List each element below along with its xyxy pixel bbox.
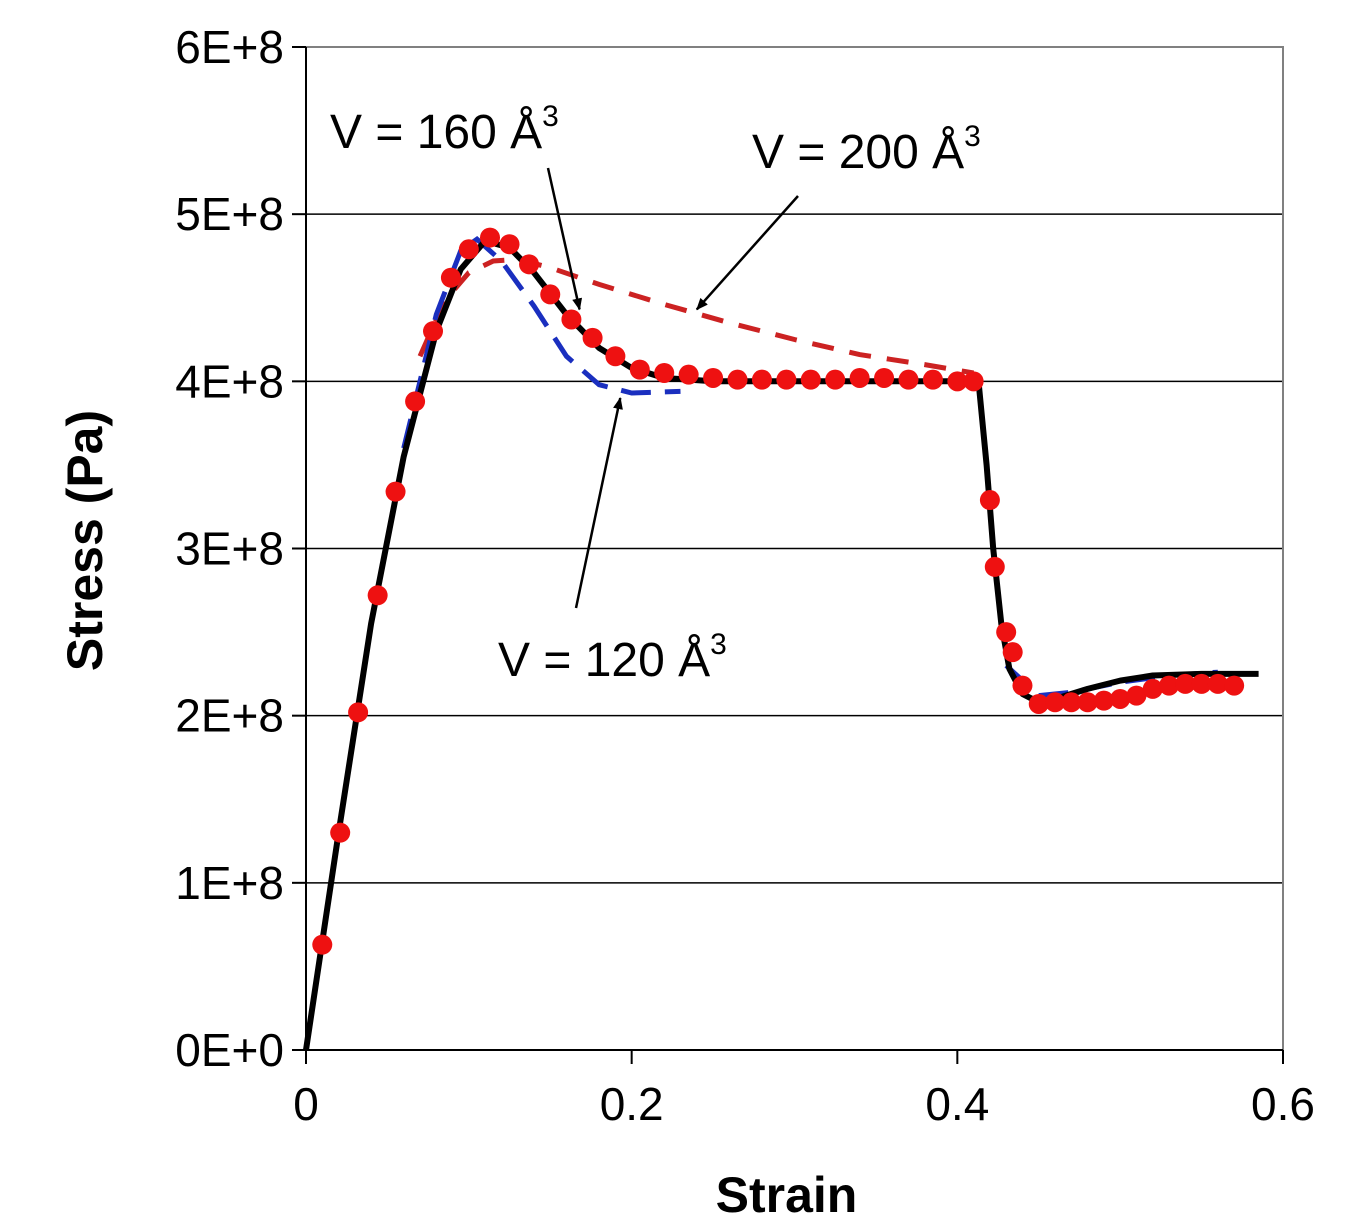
data-point <box>922 369 943 390</box>
annotation-v120: V = 120 Å3 <box>498 628 727 687</box>
data-point <box>1110 688 1131 709</box>
data-point <box>480 227 501 248</box>
data-point <box>800 369 821 390</box>
x-tick-label: 0.4 <box>925 1078 989 1130</box>
data-point <box>423 321 444 342</box>
data-point <box>947 371 968 392</box>
annotation-arrow-120 <box>574 397 623 609</box>
data-point <box>605 346 626 367</box>
data-point <box>678 364 699 385</box>
series-dashed-blue-line <box>401 236 681 449</box>
series-red-dots <box>312 227 1245 955</box>
data-point <box>367 585 388 606</box>
data-point <box>440 267 461 288</box>
annotations: V = 160 Å3 V = 200 Å3 V = 120 Å3 <box>330 100 981 687</box>
data-point <box>1045 692 1066 713</box>
data-point <box>1093 690 1114 711</box>
annotation-v200: V = 200 Å3 <box>752 120 981 179</box>
data-point <box>996 622 1017 643</box>
x-tick-label: 0.2 <box>600 1078 664 1130</box>
data-point <box>654 362 675 383</box>
data-point <box>1012 675 1033 696</box>
data-point <box>1002 642 1023 663</box>
data-point <box>348 702 369 723</box>
data-point <box>1191 673 1212 694</box>
y-tick-label: 5E+8 <box>175 188 284 240</box>
data-point <box>458 239 479 260</box>
annotation-arrow-200 <box>695 195 799 311</box>
axes: 0E+0 1E+8 2E+8 3E+8 4E+8 5E+8 6E+8 0 0.2 0.4 0.6 <box>175 21 1315 1130</box>
data-point <box>751 369 772 390</box>
data-point <box>540 284 561 305</box>
data-point <box>1224 675 1245 696</box>
data-point <box>1159 675 1180 696</box>
data-point <box>519 254 540 275</box>
data-point <box>1126 685 1147 706</box>
data-point <box>312 934 333 955</box>
data-point <box>874 367 895 388</box>
series-group <box>303 227 1259 1051</box>
data-point <box>984 556 1005 577</box>
data-point <box>703 367 724 388</box>
data-point <box>898 369 919 390</box>
data-point <box>499 234 520 255</box>
data-point <box>1061 692 1082 713</box>
data-point <box>849 367 870 388</box>
data-point <box>561 309 582 330</box>
x-axis-title: Strain <box>716 1167 858 1223</box>
y-tick-label: 3E+8 <box>175 523 284 575</box>
y-tick-label: 0E+0 <box>175 1024 284 1076</box>
data-point <box>1077 692 1098 713</box>
annotation-v160: V = 160 Å3 <box>330 100 559 159</box>
annotation-arrow-160 <box>546 167 583 311</box>
data-point <box>330 822 351 843</box>
y-tick-label: 4E+8 <box>175 355 284 407</box>
series-solid-black-line <box>303 237 1259 1051</box>
data-point <box>825 369 846 390</box>
data-point <box>727 369 748 390</box>
data-point <box>776 369 797 390</box>
series-dashed-red-line <box>417 256 975 376</box>
y-tick-label: 2E+8 <box>175 690 284 742</box>
y-axis-title: Stress (Pa) <box>57 410 113 671</box>
data-point <box>385 481 406 502</box>
data-point <box>1142 678 1163 699</box>
data-point <box>979 490 1000 511</box>
x-tick-label: 0 <box>293 1078 319 1130</box>
x-tick-label: 0.6 <box>1251 1078 1315 1130</box>
data-point <box>963 371 984 392</box>
data-point <box>405 391 426 412</box>
data-point <box>1028 693 1049 714</box>
data-point <box>629 359 650 380</box>
y-tick-label: 1E+8 <box>175 857 284 909</box>
data-point <box>582 327 603 348</box>
data-point <box>1175 673 1196 694</box>
y-tick-label: 6E+8 <box>175 21 284 73</box>
data-point <box>1207 673 1228 694</box>
